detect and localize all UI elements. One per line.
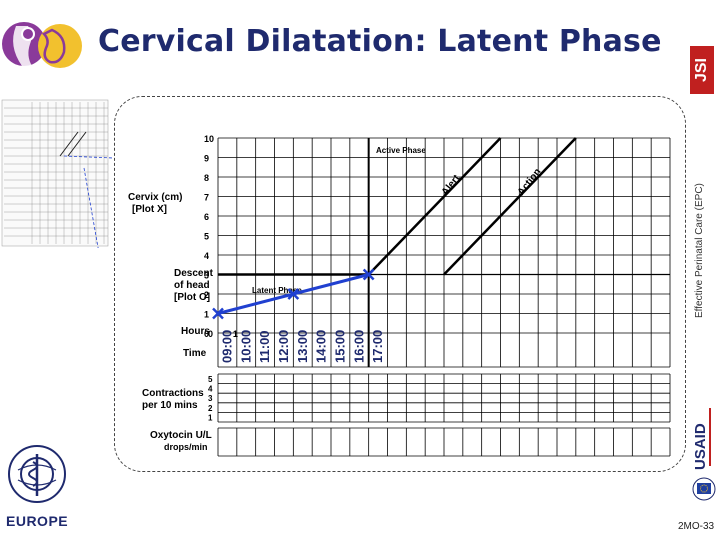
alert-line — [367, 137, 502, 276]
contraction-tick-label: 3 — [208, 394, 213, 403]
time-label: Time — [183, 348, 207, 359]
action-line — [443, 137, 577, 276]
cervix-tick-label: 1 — [204, 310, 209, 320]
contraction-tick-label: 1 — [208, 413, 213, 422]
time-value-label: 15:00 — [332, 330, 347, 363]
cervix-tick-label: 7 — [204, 193, 209, 203]
contraction-tick-label: 2 — [208, 404, 213, 413]
contractions-label-1: Contractions — [142, 388, 204, 399]
partograph-thumbnail — [1, 99, 112, 248]
time-value-label: 10:00 — [238, 330, 253, 363]
time-value-label: 09:00 — [219, 330, 234, 363]
who-emblem-icon — [8, 445, 66, 503]
cervix-tick-label: 0 — [204, 329, 209, 339]
hours-label: Hours — [181, 326, 210, 337]
usaid-logo-icon: USAID — [692, 408, 711, 470]
dilatation-x-marker — [212, 307, 224, 320]
action-line-label: Action — [516, 167, 544, 198]
contraction-tick-label: 4 — [208, 385, 213, 394]
active-phase-label: Active Phase — [376, 146, 426, 155]
cervix-label: Cervix (cm) — [128, 192, 182, 203]
cervix-tick-label: 2 — [204, 290, 209, 300]
dilatation-x-marker — [287, 288, 300, 300]
jsi-logo: JSI — [690, 46, 714, 94]
contraction-tick-label: 5 — [208, 375, 213, 384]
alert-line-label: Alert — [440, 173, 463, 198]
hours-tick-label: 0 — [208, 329, 213, 339]
cervix-plot-label: [Plot X] — [132, 204, 167, 215]
mother-child-logo-icon — [2, 22, 82, 69]
cervix-tick-label: 9 — [204, 154, 209, 164]
slide-title: Cervical Dilatation: Latent Phase — [98, 24, 662, 59]
time-value-label: 13:00 — [295, 330, 310, 363]
eu-flag-icon — [692, 477, 716, 501]
latent-phase-label: Latent Phase — [252, 286, 302, 295]
time-value-label: 17:00 — [370, 330, 385, 363]
slide-code: 2MO-33 — [678, 521, 715, 532]
cervix-tick-label: 8 — [204, 173, 209, 183]
cervix-tick-label: 5 — [204, 232, 209, 242]
contractions-label-2: per 10 mins — [142, 400, 198, 411]
cervix-tick-label: 3 — [204, 271, 209, 281]
cervix-tick-label: 6 — [204, 212, 209, 222]
cervix-tick-label: 10 — [204, 134, 214, 144]
side-caption: Effective Perinatal Care (EPC) — [694, 183, 705, 318]
svg-text:USAID: USAID — [692, 423, 709, 470]
dilatation-x-marker — [362, 268, 375, 281]
who-europe-label: EUROPE — [6, 513, 69, 529]
descent-label-2: of head — [174, 280, 210, 291]
chart-frame — [114, 96, 686, 472]
descent-label-1: Descent — [174, 268, 214, 279]
oxytocin-label-1: Oxytocin U/L — [150, 430, 212, 441]
hours-tick-label: 1 — [233, 329, 238, 339]
oxytocin-label-2: drops/min — [164, 442, 208, 452]
descent-label-3: [Plot O] — [174, 292, 210, 303]
cervix-tick-label: 4 — [204, 251, 209, 261]
time-value-label: 14:00 — [314, 330, 329, 363]
partograph-chart: Cervix (cm) [Plot X] Descent of head [Pl… — [128, 134, 671, 457]
time-value-label: 16:00 — [351, 330, 366, 363]
time-value-label: 11:00 — [257, 330, 272, 363]
time-value-label: 12:00 — [276, 330, 291, 363]
